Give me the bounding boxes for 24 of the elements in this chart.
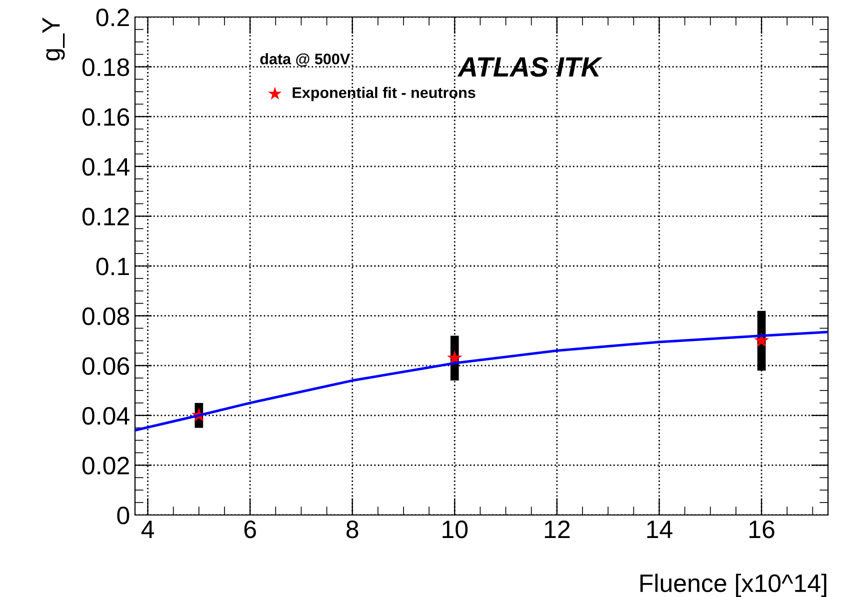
x-tick-label: 16: [750, 520, 774, 538]
y-tick-label: 0.1: [96, 258, 129, 276]
legend-title: data @ 500V: [260, 53, 350, 67]
x-tick-label: 12: [544, 520, 570, 538]
line-series: [135, 330, 828, 432]
annotation: ATLAS ITK: [457, 57, 603, 77]
x-tick-label: 10: [442, 520, 468, 538]
y-axis-title: g_Y: [42, 18, 65, 60]
y-tick-label: 0.04: [82, 407, 130, 425]
x-tick-label: 6: [244, 520, 256, 538]
y-tick-label: 0.12: [82, 208, 129, 226]
x-tick-label: 14: [647, 520, 672, 538]
y-tick-label: 0: [117, 506, 130, 524]
y-tick-label: 0.16: [82, 108, 130, 126]
y-tick-label: 0.08: [82, 307, 130, 326]
x-tick-label: 8: [346, 520, 358, 538]
y-tick-label: 0.02: [82, 456, 129, 475]
legend-label: Exponential fit - neutrons: [292, 86, 476, 102]
x-tick-label: 4: [141, 520, 154, 538]
y-tick-label: 0.2: [96, 8, 129, 26]
y-tick-label: 0.14: [82, 158, 130, 176]
y-tick-label: 0.18: [82, 58, 130, 76]
x-axis-title: Fluence [x10^14]: [640, 574, 826, 597]
y-tick-label: 0.06: [82, 357, 130, 375]
